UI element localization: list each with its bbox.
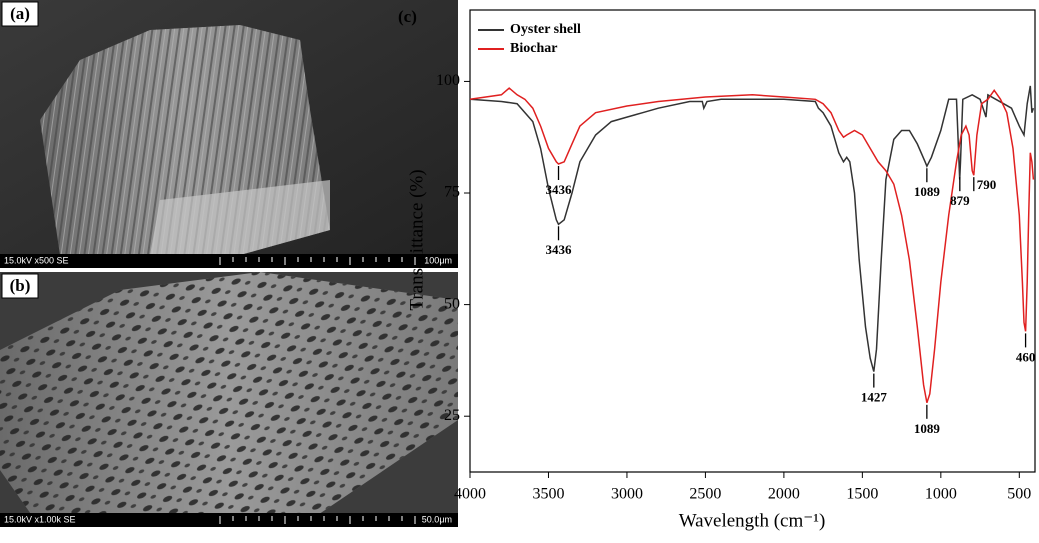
panel-label-box [1,273,39,299]
annotation: 790 [977,177,997,192]
sem-scale: 100μm [424,255,452,265]
legend-label: Biochar [510,41,557,56]
annotation: 1427 [861,390,888,405]
x-tick-label: 500 [1007,486,1031,503]
x-tick-label: 1500 [846,486,878,503]
annotation: 1089 [914,421,941,436]
panel-label: (a) [10,4,30,23]
annotation: 3436 [546,182,573,197]
x-axis-title: Wavelength (cm⁻¹) [679,510,826,531]
legend-label: Oyster shell [510,22,581,37]
sem-caption: 15.0kV x1.00k SE [4,514,76,524]
x-tick-label: 3000 [611,486,643,503]
y-axis-title: Transmittance (%) [406,169,427,310]
annotation: 1089 [914,184,941,199]
sem-scale: 50.0μm [422,514,452,524]
series-line [469,85,1035,372]
series-line [469,87,1035,404]
plot-frame [469,9,1036,473]
sem-caption: 15.0kV x500 SE [4,255,69,265]
x-tick-label: 2000 [768,486,800,503]
annotation: 3436 [546,242,573,257]
panel-label: (b) [10,276,31,295]
panel-label-box [1,1,39,27]
x-tick-label: 2500 [689,486,721,503]
sem-panel-b [0,272,458,527]
y-tick-label: 75 [444,184,460,201]
sem-panel-a [0,0,458,268]
x-tick-label: 3500 [532,486,564,503]
annotation: 879 [950,193,970,208]
x-tick-label: 4000 [454,486,486,503]
annotation: 460 [1016,349,1036,364]
panel-label: (c) [398,7,417,26]
y-tick-label: 25 [444,407,460,424]
x-tick-label: 1000 [925,486,957,503]
y-tick-label: 100 [436,72,460,89]
y-tick-label: 50 [444,295,460,312]
